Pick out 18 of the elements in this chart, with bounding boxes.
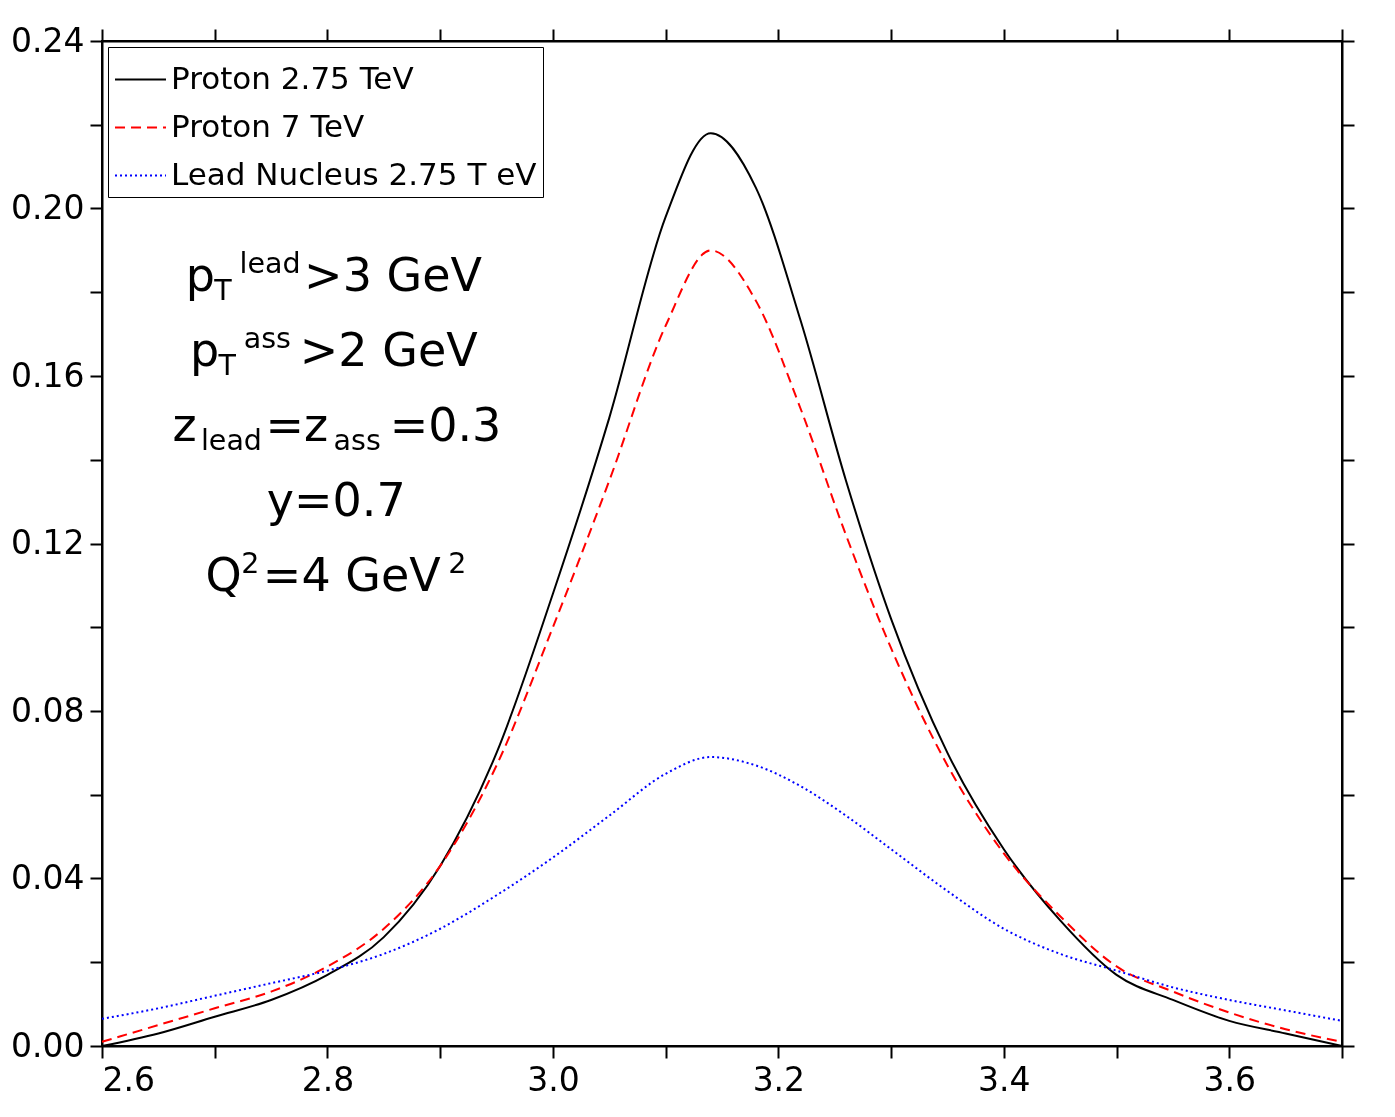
y-tick-label: 0.00	[11, 1025, 85, 1065]
annotation: y=0.7	[266, 473, 406, 527]
legend-label: Proton 7 TeV	[171, 107, 365, 144]
y-tick-label: 0.24	[11, 20, 85, 60]
x-tick-label: 3.2	[752, 1059, 806, 1099]
legend-label: Lead Nucleus 2.75 T eV	[171, 155, 537, 192]
line-series	[101, 756, 1343, 1022]
y-tick-label: 0.04	[11, 858, 85, 897]
y-tick-label: 0.08	[11, 690, 85, 730]
x-tick-label: 3.0	[527, 1059, 580, 1099]
y-tick-label: 0.12	[11, 523, 85, 562]
x-tick-label: 2.6	[102, 1059, 155, 1099]
legend-label: Proton 2.75 TeV	[171, 59, 414, 96]
x-tick-label: 3.6	[1203, 1059, 1257, 1099]
y-tick-label: 0.16	[11, 355, 85, 395]
y-tick-label: 0.20	[11, 188, 85, 227]
x-tick-label: 2.8	[301, 1059, 355, 1099]
x-tick-label: 3.4	[978, 1059, 1031, 1099]
